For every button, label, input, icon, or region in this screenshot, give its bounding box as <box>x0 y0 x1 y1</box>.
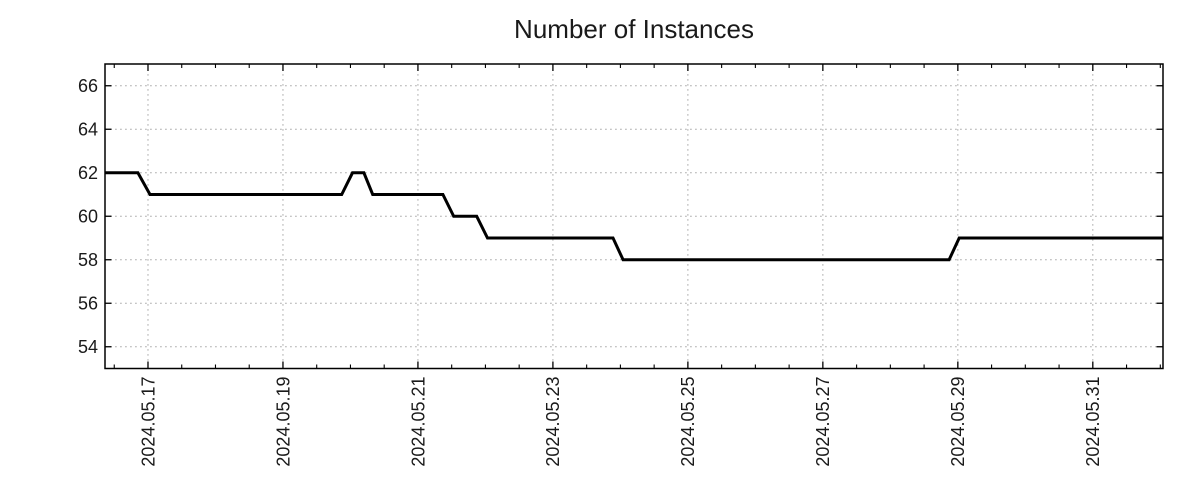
x-tick-label: 2024.05.25 <box>678 377 698 467</box>
x-tick-label: 2024.05.27 <box>813 377 833 467</box>
grid-lines <box>105 64 1163 369</box>
x-tick-label: 2024.05.31 <box>1083 377 1103 467</box>
x-axis-labels: 2024.05.17 2024.05.19 2024.05.21 2024.05.23… <box>138 377 1103 467</box>
y-tick-label: 58 <box>78 250 98 270</box>
data-line <box>105 171 1163 262</box>
y-tick-label: 60 <box>78 206 98 226</box>
x-tick-label: 2024.05.21 <box>408 377 428 467</box>
y-tick-label: 62 <box>78 163 98 183</box>
y-tick-label: 64 <box>78 119 98 139</box>
y-tick-label: 56 <box>78 293 98 313</box>
x-tick-label: 2024.05.23 <box>543 377 563 467</box>
plot-frame <box>104 63 1164 370</box>
x-tick-label: 2024.05.29 <box>948 377 968 467</box>
y-tick-label: 54 <box>78 337 98 357</box>
x-tick-label: 2024.05.17 <box>138 377 158 467</box>
x-tick-label: 2024.05.19 <box>273 377 293 467</box>
y-axis-labels: 54 56 58 60 62 64 66 <box>78 76 98 357</box>
chart-title: Number of Instances <box>514 14 754 44</box>
y-tick-label: 66 <box>78 76 98 96</box>
